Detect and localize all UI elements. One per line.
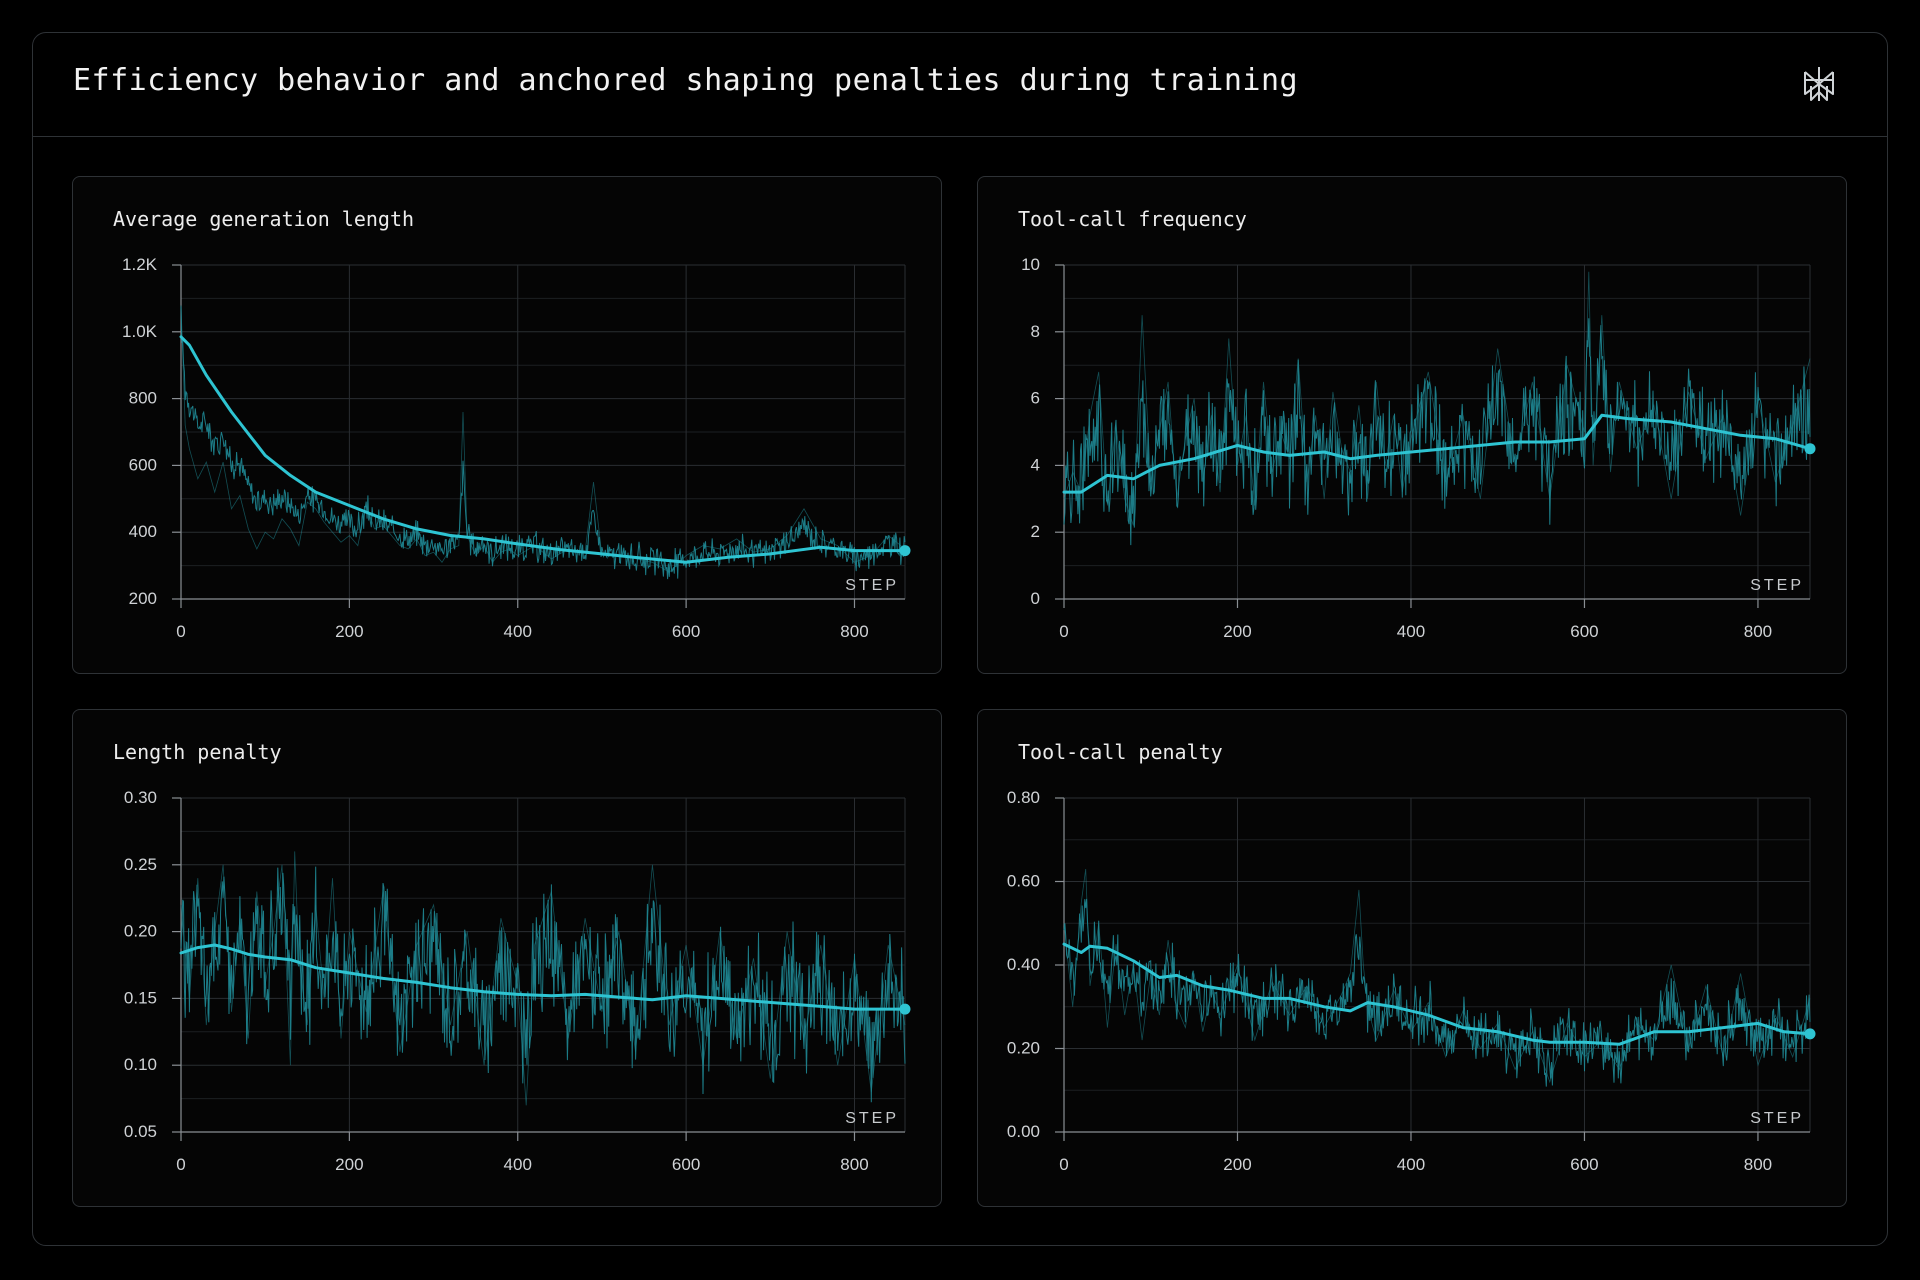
x-axis-label: STEP [1750,1110,1804,1127]
y-tick-label: 0.20 [124,922,157,941]
x-tick-label: 400 [1397,1155,1425,1174]
chart-panel-avg-generation-length: Average generation length 200 400 600 800 1.… [72,176,942,674]
y-tick-label: 0.80 [1007,788,1040,807]
y-tick-label: 2 [1031,522,1040,541]
chart-panel-tool-call-penalty: Tool-call penalty 0.00 0.20 0.40 0.60 0.80 0 2… [977,709,1847,1207]
y-tick-label: 400 [129,522,157,541]
raw-series-anchor-line [1063,271,1811,526]
chart-title: Length penalty [113,740,282,764]
y-tick-label: 800 [129,389,157,408]
x-tick-label: 400 [1397,622,1425,641]
y-tick-label: 8 [1031,322,1040,341]
series-end-marker [899,1003,911,1015]
y-tick-label: 0 [1031,589,1040,608]
series-end-marker [1804,443,1816,455]
x-tick-label: 600 [1570,622,1598,641]
chart-title: Tool-call frequency [1018,207,1247,231]
y-tick-label: 0.15 [124,988,157,1007]
y-tick-label: 0.20 [1007,1039,1040,1058]
y-tick-label: 200 [129,589,157,608]
x-tick-label: 0 [176,622,185,641]
y-tick-label: 1.2K [122,255,158,274]
x-tick-label: 200 [1223,622,1251,641]
y-tick-label: 600 [129,455,157,474]
chart-svg: 0.00 0.20 0.40 0.60 0.80 0 200 400 600 800 STEP [1007,788,1816,1174]
y-tick-label: 0.00 [1007,1122,1040,1141]
smoothed-series-line [179,943,907,1011]
y-tick-label: 0.40 [1007,955,1040,974]
page-title: Efficiency behavior and anchored shaping… [73,63,1299,98]
x-tick-label: 800 [840,1155,868,1174]
chart-panel-tool-call-frequency: Tool-call frequency 0 2 4 6 8 10 0 200 400 600 800… [977,176,1847,674]
x-tick-label: 800 [840,622,868,641]
y-tick-label: 0.60 [1007,872,1040,891]
y-tick-label: 4 [1031,455,1040,474]
raw-series-anchor-line [180,305,906,573]
raw-series-anchor-line [180,851,906,1106]
y-tick-label: 0.10 [124,1055,157,1074]
series-end-marker [899,545,911,557]
chart-title: Tool-call penalty [1018,740,1223,764]
y-tick-label: 6 [1031,389,1040,408]
x-tick-label: 400 [504,1155,532,1174]
x-tick-label: 800 [1744,622,1772,641]
x-tick-label: 400 [504,622,532,641]
chart-svg: 0.05 0.10 0.15 0.20 0.25 0.30 0 200 400 600 800 STE… [124,788,911,1174]
y-tick-label: 1.0K [122,322,158,341]
x-tick-label: 0 [1059,622,1068,641]
x-axis-label: STEP [845,1110,899,1127]
chart-title: Average generation length [113,207,415,231]
y-tick-label: 0.30 [124,788,157,807]
dashboard-frame: Efficiency behavior and anchored shaping… [32,32,1888,1246]
dashboard-header: Efficiency behavior and anchored shaping… [33,33,1887,137]
smoothed-series-line [179,335,907,564]
x-tick-label: 200 [335,622,363,641]
smoothed-series-line [1062,942,1812,1046]
x-axis-label: STEP [1750,577,1804,594]
x-tick-label: 0 [1059,1155,1068,1174]
raw-series-line [1063,898,1811,1087]
x-tick-label: 800 [1744,1155,1772,1174]
x-tick-label: 0 [176,1155,185,1174]
x-axis-label: STEP [845,577,899,594]
x-tick-label: 600 [1570,1155,1598,1174]
y-tick-label: 0.05 [124,1122,157,1141]
x-tick-label: 200 [335,1155,363,1174]
y-tick-label: 0.25 [124,855,157,874]
y-tick-label: 10 [1021,255,1040,274]
chart-svg: 200 400 600 800 1.0K 1.2K 0 200 400 600 800 STEP [122,255,911,641]
raw-series-line [180,866,906,1103]
x-tick-label: 600 [672,1155,700,1174]
raw-series-line [180,306,906,580]
series-end-marker [1804,1028,1816,1040]
perplexity-logo-icon [1804,67,1834,101]
smoothed-series-line [1062,413,1812,494]
raw-series-line [1063,318,1811,546]
chart-panel-length-penalty: Length penalty 0.05 0.10 0.15 0.20 0.25 0.30 0… [72,709,942,1207]
x-tick-label: 600 [672,622,700,641]
x-tick-label: 200 [1223,1155,1251,1174]
chart-svg: 0 2 4 6 8 10 0 200 400 600 800 STEP [1021,255,1816,641]
